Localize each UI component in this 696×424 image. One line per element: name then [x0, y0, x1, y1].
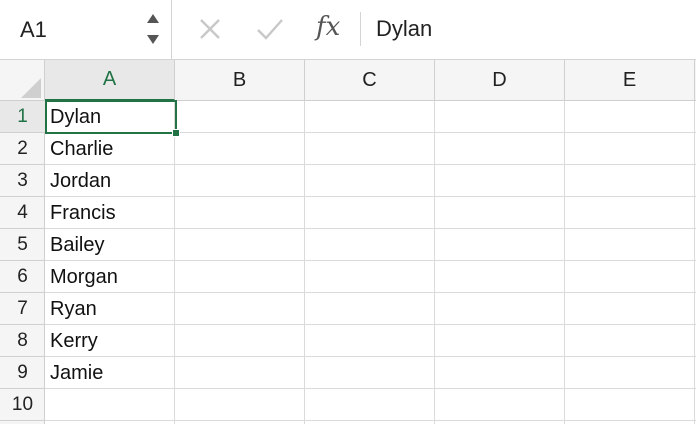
row-header-2[interactable]: 2: [0, 133, 45, 165]
row-header-8[interactable]: 8: [0, 325, 45, 357]
cell-a6[interactable]: Morgan: [50, 266, 118, 288]
name-box-stepper[interactable]: [144, 9, 162, 49]
formula-bar: A1 fx Dylan: [0, 0, 696, 60]
column-header-e[interactable]: E: [565, 60, 695, 101]
select-all-triangle-icon[interactable]: [21, 78, 41, 98]
cell-a1[interactable]: Dylan: [50, 106, 102, 128]
name-box-value[interactable]: A1: [20, 17, 47, 42]
formula-controls: fx: [172, 0, 360, 60]
row-header-7[interactable]: 7: [0, 293, 45, 325]
row-header-6[interactable]: 6: [0, 261, 45, 293]
checkmark-icon[interactable]: [256, 17, 284, 41]
column-headers: A B C D E: [0, 60, 696, 101]
cell-a5[interactable]: Bailey: [50, 234, 105, 256]
cell-area[interactable]: Dylan Charlie Jordan Francis Bailey Morg…: [45, 101, 696, 424]
cell-a4[interactable]: Francis: [50, 202, 116, 224]
row-headers: 1 2 3 4 5 6 7 8 9 10: [0, 101, 45, 424]
row-header-5[interactable]: 5: [0, 229, 45, 261]
row-header-3[interactable]: 3: [0, 165, 45, 197]
formula-divider: [360, 12, 361, 46]
cell-a8[interactable]: Kerry: [50, 330, 98, 352]
name-box[interactable]: A1: [0, 0, 172, 60]
column-header-d[interactable]: D: [435, 60, 565, 101]
select-all-corner[interactable]: [0, 60, 45, 101]
row-header-9[interactable]: 9: [0, 357, 45, 389]
formula-input[interactable]: Dylan: [376, 16, 433, 41]
active-cell-selection[interactable]: [45, 100, 180, 137]
column-header-a[interactable]: A: [45, 60, 175, 101]
fill-handle[interactable]: [172, 129, 180, 137]
cell-a9[interactable]: Jamie: [50, 362, 104, 384]
column-header-b[interactable]: B: [175, 60, 305, 101]
spreadsheet-grid: A B C D E 1 2 3 4 5 6 7 8 9 10 Dylan Cha…: [0, 60, 696, 424]
up-down-arrows-icon[interactable]: [144, 9, 162, 49]
x-icon[interactable]: [198, 17, 222, 41]
row-header-10[interactable]: 10: [0, 389, 45, 421]
cell-a10[interactable]: [45, 389, 175, 421]
column-header-c[interactable]: C: [305, 60, 435, 101]
row-header-1[interactable]: 1: [0, 101, 45, 133]
row-header-4[interactable]: 4: [0, 197, 45, 229]
cell-a7[interactable]: Ryan: [50, 298, 97, 320]
fx-icon[interactable]: fx: [316, 12, 341, 42]
cell-a2[interactable]: Charlie: [50, 138, 114, 160]
cell-a3[interactable]: Jordan: [50, 170, 112, 192]
